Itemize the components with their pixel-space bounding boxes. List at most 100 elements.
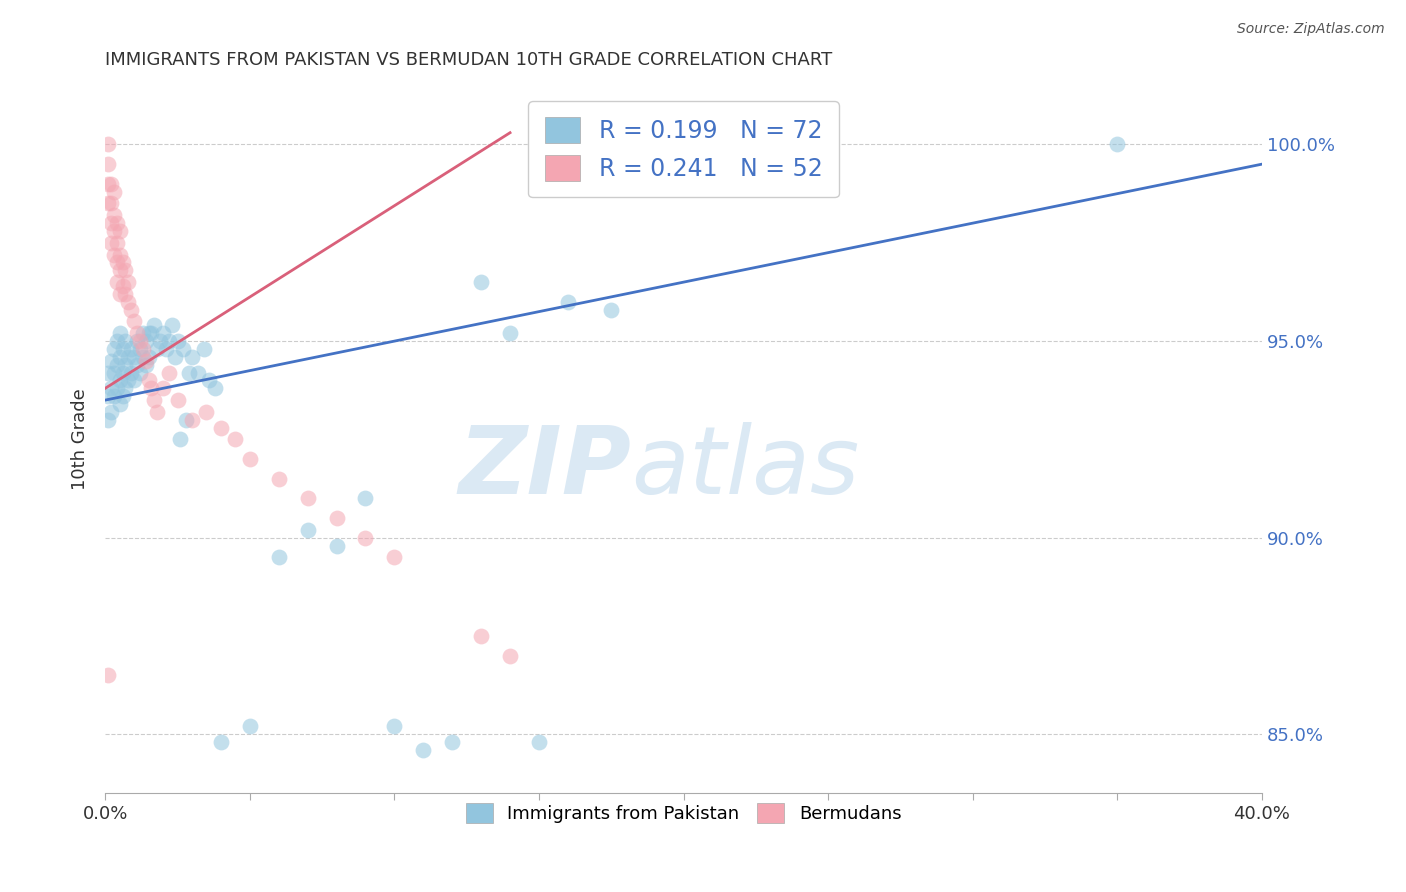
Point: [224, 433, 246, 447]
Point: [100, 216, 122, 230]
Point: [146, 405, 169, 419]
Point: [111, 342, 134, 356]
Point: [114, 263, 136, 277]
Point: [354, 491, 377, 506]
Point: [181, 350, 204, 364]
Point: [209, 420, 232, 434]
Point: [149, 334, 172, 348]
Point: [187, 366, 209, 380]
Point: [157, 366, 180, 380]
Point: [105, 235, 128, 250]
Point: [499, 648, 522, 663]
Point: [297, 523, 319, 537]
Point: [157, 334, 180, 348]
Point: [114, 381, 136, 395]
Point: [267, 550, 290, 565]
Point: [122, 374, 145, 388]
Point: [100, 405, 122, 419]
Point: [97, 668, 120, 682]
Point: [117, 374, 139, 388]
Point: [120, 366, 142, 380]
Point: [198, 374, 221, 388]
Point: [152, 381, 174, 395]
Point: [111, 389, 134, 403]
Point: [103, 342, 125, 356]
Point: [120, 342, 142, 356]
Point: [135, 358, 157, 372]
Point: [97, 137, 120, 152]
Point: [132, 326, 155, 341]
Point: [103, 185, 125, 199]
Point: [470, 275, 492, 289]
Point: [100, 353, 122, 368]
Point: [114, 358, 136, 372]
Point: [181, 413, 204, 427]
Point: [97, 157, 120, 171]
Point: [129, 334, 152, 348]
Point: [412, 743, 434, 757]
Point: [125, 358, 148, 372]
Point: [103, 224, 125, 238]
Point: [100, 235, 122, 250]
Point: [108, 224, 131, 238]
Point: [97, 389, 120, 403]
Point: [105, 334, 128, 348]
Point: [108, 263, 131, 277]
Point: [125, 326, 148, 341]
Point: [146, 342, 169, 356]
Point: [100, 196, 122, 211]
Point: [108, 247, 131, 261]
Point: [97, 413, 120, 427]
Point: [105, 358, 128, 372]
Point: [108, 374, 131, 388]
Point: [117, 275, 139, 289]
Point: [470, 629, 492, 643]
Point: [141, 326, 163, 341]
Point: [97, 177, 120, 191]
Point: [325, 511, 347, 525]
Point: [441, 735, 464, 749]
Point: [600, 302, 623, 317]
Point: [111, 255, 134, 269]
Point: [135, 334, 157, 348]
Legend: Immigrants from Pakistan, Bermudans: Immigrants from Pakistan, Bermudans: [454, 792, 912, 834]
Point: [108, 287, 131, 301]
Point: [527, 735, 550, 749]
Point: [103, 208, 125, 222]
Point: [138, 326, 160, 341]
Point: [122, 350, 145, 364]
Point: [111, 279, 134, 293]
Point: [135, 353, 157, 368]
Point: [204, 381, 226, 395]
Point: [103, 366, 125, 380]
Point: [209, 735, 232, 749]
Point: [108, 397, 131, 411]
Point: [108, 326, 131, 341]
Point: [177, 366, 200, 380]
Text: Source: ZipAtlas.com: Source: ZipAtlas.com: [1237, 22, 1385, 37]
Point: [105, 275, 128, 289]
Point: [97, 196, 120, 211]
Point: [120, 302, 142, 317]
Point: [111, 366, 134, 380]
Point: [499, 326, 522, 341]
Point: [108, 350, 131, 364]
Point: [325, 539, 347, 553]
Point: [117, 350, 139, 364]
Point: [174, 413, 197, 427]
Point: [97, 366, 120, 380]
Point: [141, 381, 163, 395]
Point: [100, 381, 122, 395]
Point: [114, 287, 136, 301]
Point: [166, 334, 188, 348]
Y-axis label: 10th Grade: 10th Grade: [72, 389, 89, 491]
Point: [193, 342, 215, 356]
Point: [105, 255, 128, 269]
Point: [122, 314, 145, 328]
Point: [132, 350, 155, 364]
Point: [1107, 137, 1129, 152]
Point: [297, 491, 319, 506]
Point: [384, 550, 406, 565]
Point: [100, 177, 122, 191]
Point: [132, 342, 155, 356]
